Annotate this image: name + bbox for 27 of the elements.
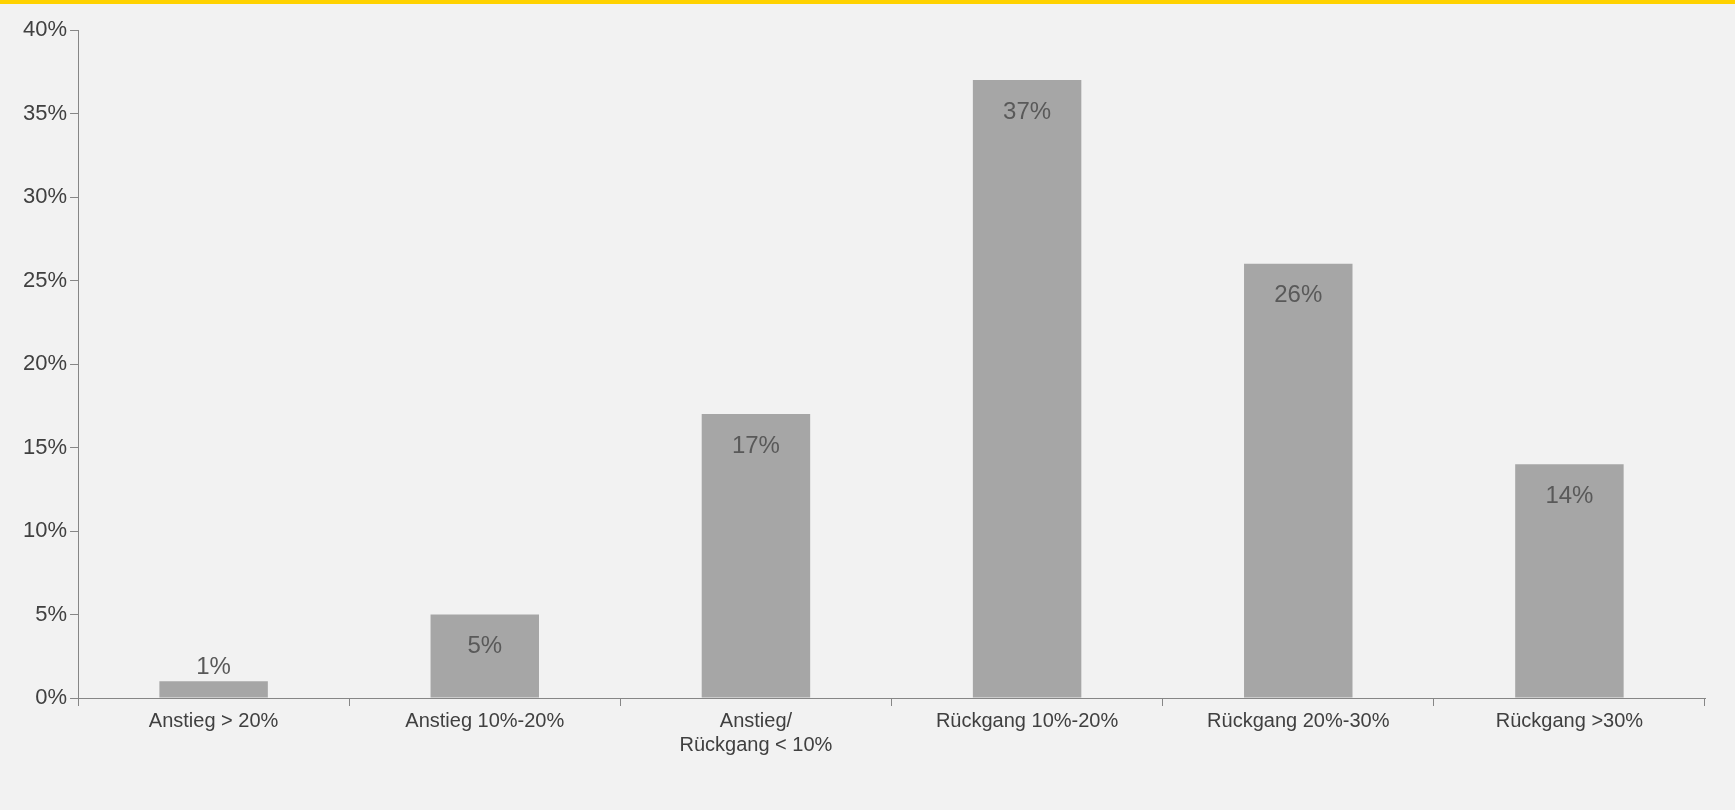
y-tick-label: 35% <box>22 99 68 125</box>
y-tick-label: 25% <box>22 266 68 292</box>
bar <box>1244 263 1353 698</box>
data-label: 37% <box>1003 96 1052 124</box>
bar <box>972 80 1082 698</box>
bar <box>159 681 268 698</box>
y-tick-label: 30% <box>22 183 68 209</box>
bar <box>701 414 811 698</box>
y-tick-label: 0% <box>35 684 68 710</box>
y-tick-label: 40% <box>22 16 68 42</box>
x-tick-label: Anstieg > 20% <box>148 708 279 731</box>
y-tick-label: 15% <box>22 433 68 459</box>
data-label: 5% <box>467 631 503 659</box>
x-tick-label: Anstieg 10%-20% <box>405 708 565 731</box>
x-tick-label: Rückgang 20%-30% <box>1207 708 1390 731</box>
x-tick-label: Anstieg/ Rückgang < 10% <box>679 708 833 755</box>
x-tick-label: Rückgang 10%-20% <box>935 708 1119 731</box>
y-tick-label: 5% <box>35 600 68 626</box>
x-tick-label: Rückgang >30% <box>1495 708 1644 731</box>
y-tick-label: 10% <box>22 517 68 543</box>
data-label: 26% <box>1274 280 1323 308</box>
data-label: 14% <box>1545 480 1594 508</box>
data-label: 17% <box>731 430 780 458</box>
data-label: 1% <box>196 651 231 679</box>
bar <box>430 614 540 698</box>
bar <box>1515 464 1624 698</box>
y-tick-label: 20% <box>22 350 68 376</box>
